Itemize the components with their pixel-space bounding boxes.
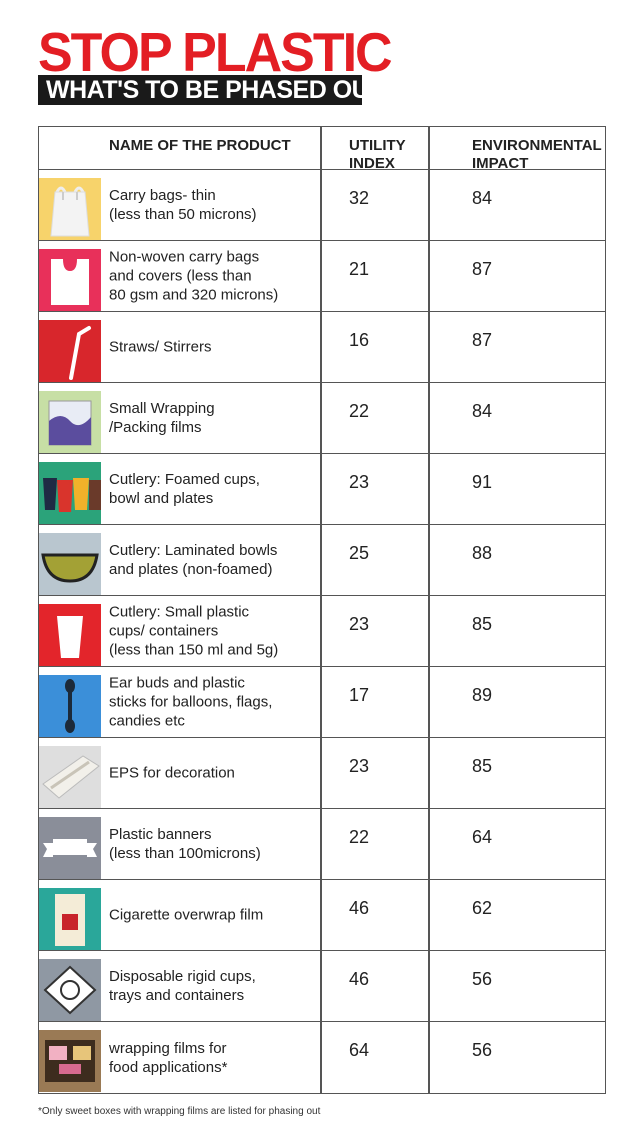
product-name: wrapping films for food applications* <box>109 1039 228 1076</box>
environmental-impact-value: 56 <box>472 1040 493 1060</box>
column-divider <box>320 127 322 1093</box>
environmental-impact-value: 87 <box>472 259 493 279</box>
carry-bag-icon <box>39 178 101 240</box>
table-row: Straws/ Stirrers 16 87 <box>39 312 605 383</box>
utility-index-value: 32 <box>349 188 370 208</box>
cigarette-pack-icon <box>39 888 101 950</box>
table-row: wrapping films for food applications* 64 5… <box>39 1022 605 1093</box>
environmental-impact-value: 87 <box>472 330 493 350</box>
environmental-impact-value: 85 <box>472 756 493 776</box>
header-utility-index: UTILITY INDEX <box>349 137 406 172</box>
table-body: Carry bags- thin (less than 50 microns) 3… <box>39 170 605 1093</box>
product-name: Small Wrapping /Packing films <box>109 400 215 436</box>
environmental-impact-value: 62 <box>472 898 493 918</box>
table-header: NAME OF THE PRODUCT UTILITY INDEX ENVIRON… <box>39 127 605 172</box>
table-row: EPS for decoration 23 85 <box>39 738 605 809</box>
product-name: Ear buds and plastic sticks for balloons… <box>109 674 273 730</box>
utility-index-value: 23 <box>349 756 370 776</box>
table-row: Cutlery: Small plastic cups/ containers … <box>39 596 605 667</box>
foamed-cups-icon <box>39 462 101 524</box>
table-row: Disposable rigid cups, trays and contain… <box>39 951 605 1022</box>
table-row: Cutlery: Laminated bowls and plates (non… <box>39 525 605 596</box>
utility-index-value: 46 <box>349 969 370 989</box>
rigid-tray-icon <box>39 959 101 1021</box>
header-environmental-impact: ENVIRONMENTAL IMPACT <box>472 137 602 172</box>
wrapping-film-icon <box>39 391 101 453</box>
table-row: Ear buds and plastic sticks for balloons… <box>39 667 605 738</box>
table-row: Cigarette overwrap film 46 62 <box>39 880 605 951</box>
product-name: Cigarette overwrap film <box>109 906 264 924</box>
plastic-cup-icon <box>39 604 101 666</box>
page-title: STOP PLASTIC <box>38 22 393 84</box>
environmental-impact-value: 89 <box>472 685 493 705</box>
utility-index-value: 46 <box>349 898 370 918</box>
environmental-impact-value: 91 <box>472 472 493 492</box>
product-name: Cutlery: Small plastic cups/ containers … <box>109 603 279 659</box>
table-row: Small Wrapping /Packing films 22 84 <box>39 383 605 454</box>
table-row: Cutlery: Foamed cups, bowl and plates 23 9… <box>39 454 605 525</box>
utility-index-value: 17 <box>349 685 370 705</box>
product-name: Straws/ Stirrers <box>109 338 212 356</box>
utility-index-value: 22 <box>349 401 370 421</box>
utility-index-value: 22 <box>349 827 370 847</box>
utility-index-value: 25 <box>349 543 370 563</box>
environmental-impact-value: 88 <box>472 543 493 563</box>
sweet-box-icon <box>39 1030 101 1092</box>
environmental-impact-value: 84 <box>472 401 493 421</box>
table-row: Plastic banners (less than 100microns) 22… <box>39 809 605 880</box>
environmental-impact-value: 84 <box>472 188 493 208</box>
product-name: Cutlery: Laminated bowls and plates (non… <box>109 542 278 578</box>
environmental-impact-value: 64 <box>472 827 493 847</box>
banner-icon <box>39 817 101 879</box>
environmental-impact-value: 85 <box>472 614 493 634</box>
utility-index-value: 16 <box>349 330 370 350</box>
environmental-impact-value: 56 <box>472 969 493 989</box>
utility-index-value: 64 <box>349 1040 370 1060</box>
non-woven-bag-icon <box>39 249 101 311</box>
eps-decoration-icon <box>39 746 101 808</box>
laminated-bowl-icon <box>39 533 101 595</box>
column-divider <box>428 127 430 1093</box>
products-table: NAME OF THE PRODUCT UTILITY INDEX ENVIRON… <box>38 126 606 1094</box>
utility-index-value: 23 <box>349 472 370 492</box>
page-subtitle: WHAT'S TO BE PHASED OUT <box>38 75 384 105</box>
table-row: Carry bags- thin (less than 50 microns) 3… <box>39 170 605 241</box>
product-name: Carry bags- thin (less than 50 microns) <box>109 187 257 223</box>
ear-bud-icon <box>39 675 101 737</box>
straw-icon <box>39 320 101 382</box>
product-name: Disposable rigid cups, trays and contain… <box>109 968 256 1004</box>
product-name: Plastic banners (less than 100microns) <box>109 826 261 862</box>
header-product-name: NAME OF THE PRODUCT <box>109 137 291 154</box>
table-row: Non-woven carry bags and covers (less th… <box>39 241 605 312</box>
utility-index-value: 23 <box>349 614 370 634</box>
footnote: *Only sweet boxes with wrapping films ar… <box>38 1106 321 1117</box>
utility-index-value: 21 <box>349 259 370 279</box>
product-name: Cutlery: Foamed cups, bowl and plates <box>109 471 260 507</box>
product-name: EPS for decoration <box>109 764 235 782</box>
product-name: Non-woven carry bags and covers (less th… <box>109 248 279 304</box>
